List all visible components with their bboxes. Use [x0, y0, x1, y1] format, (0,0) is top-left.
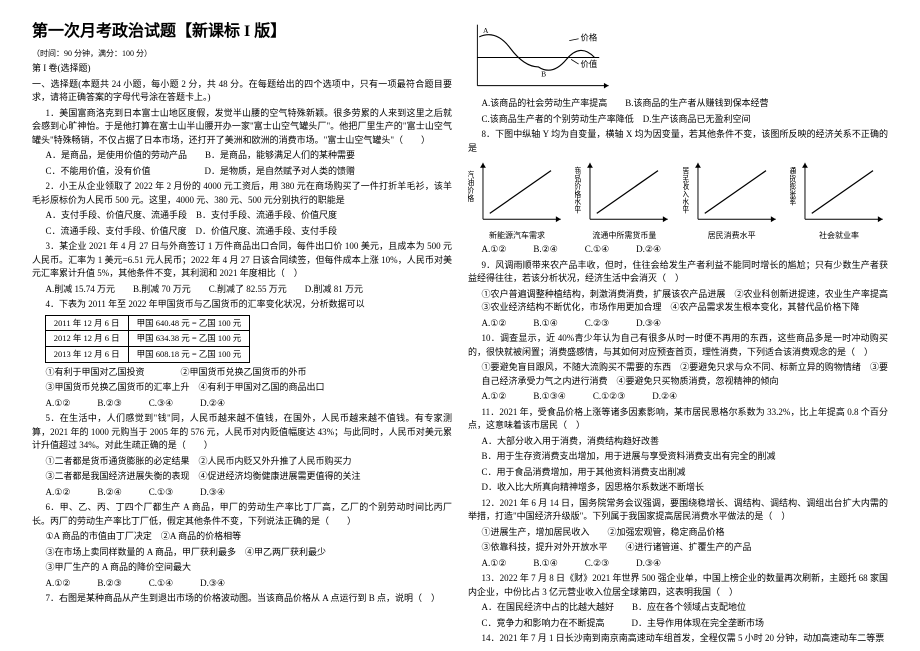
x-label: 居民消费水平 [683, 232, 781, 241]
mini-graph-2: 商品价格水平 流通中所需货币量 [575, 157, 673, 240]
time-note: （时间：90 分钟，满分：100 分） [32, 48, 452, 60]
q12-stem: 12．2021 年 6 月 14 日，国务院常务会议强调，要围绕稳增长、调结构、… [468, 497, 888, 524]
mini-graph-4: 通货膨胀率 社会就业率 [790, 157, 888, 240]
q4-opts: A.①② B.②③ C.③④ D.②④ [32, 397, 452, 411]
q10-sub: ①要避免盲目跟风，不随大流购买不需要的东西 ②要避免只求与众不同、标新立异的购物… [468, 361, 888, 388]
exchange-table: 2011 年 12 月 6 日甲国 640.48 元 = 乙国 100 元 20… [45, 315, 251, 363]
q13-stem: 13．2022 年 7 月 8 日《财》2021 年世界 500 强企业单，中国… [468, 572, 888, 599]
q1-opts-a: A．是商品，是使用价值的劳动产品 B．是商品，能够满足人们的某种需要 [32, 149, 452, 163]
q6-sub2: ③在市场上卖同样数量的 A 商品，甲厂获利最多 ④甲乙两厂获利最少 [32, 546, 452, 560]
q3-opts: A.削减 15.74 万元 B.削减 70 万元 C.削减了 82.55 万元 … [32, 283, 452, 297]
x-label: 新能源汽车需求 [468, 232, 566, 241]
q1-stem: 1．美国富商洛克到日本富士山地区度假，发觉半山腰的空气特殊新颖。很多劳累的人来到… [32, 107, 452, 148]
q11b: B．用于生存资消费支出增加，用于进展与享受资料消费支出有完全的削减 [468, 450, 888, 464]
q6-sub1: ①A 商品的市值由丁厂决定 ②A 商品的价格相等 [32, 530, 452, 544]
y-label: 汽油价格 [468, 169, 475, 202]
q9-opts: A.①② B.①④ C.②③ D.③④ [468, 317, 888, 331]
right-column: A B 价格 价值 A.该商品的社会劳动生产率提高 B.该商品的生产者从赚钱到保… [460, 20, 896, 631]
q2-opts-b: C．流通手段、支付手段、价值尺度 D．价值尺度、流通手段、支付手段 [32, 225, 452, 239]
svg-text:通货膨胀率: 通货膨胀率 [790, 166, 797, 207]
part1-label: 第 I 卷(选择题) [32, 62, 452, 76]
mini-graph-1: 汽油价格 新能源汽车需求 [468, 157, 566, 240]
exam-title: 第一次月考政治试题【新课标 I 版】 [32, 20, 452, 44]
svg-text:商品价格水平: 商品价格水平 [575, 166, 582, 215]
x-label: 社会就业率 [790, 232, 888, 241]
q1-opts-b: C．不能用价值，没有价值 D．是物质，是自然赋予对人类的馈赠 [32, 165, 452, 179]
q12-sub2: ③依靠科技，提升对外开放水平 ④进行诸管道、扩覆生产的产品 [468, 541, 888, 555]
q5-opts: A.①② B.②④ C.①③ D.③④ [32, 486, 452, 500]
q4-stem: 4．下表为 2011 年至 2022 年甲国货币与乙国货币的汇率变化状况，分析数… [32, 298, 452, 312]
q13-opts-a: A．在国民经济中占的比越大越好 B．应在各个领域占支配地位 [468, 601, 888, 615]
q5-stem: 5．在生活中，人们感觉到"钱"同，人民币越来越不值钱，在国外，人民币越来越不值钱… [32, 412, 452, 453]
left-column: 第一次月考政治试题【新课标 I 版】 （时间：90 分钟，满分：100 分） 第… [24, 20, 460, 631]
q10-stem: 10．调查显示，近 40%青少年认为自己有很多从时一时便不再用的东西，这些商品多… [468, 332, 888, 359]
q8-stem: 8．下图中纵轴 Y 均为自变量，横轴 X 均为因变量，若其他条件不变，该图所反映… [468, 128, 888, 155]
q4-sub1: ①有利于甲国对乙国投资 ②甲国货币兑换乙国货币的外币 [32, 366, 452, 380]
q11a: A．大部分收入用于消费，消费结构趋好改善 [468, 435, 888, 449]
q13-opts-b: C．竞争力和影响力在不断提高 D．主导作用体现在完全垄断市场 [468, 617, 888, 631]
mini-graph-3: 居民收入水平 居民消费水平 [683, 157, 781, 240]
q11-stem: 11．2021 年，受食品价格上涨等诸多因素影响，某市居民恩格尔系数为 33.2… [468, 406, 888, 433]
svg-text:价值: 价值 [581, 59, 598, 69]
q2-stem: 2．小王从企业领取了 2022 年 2 月份的 4000 元工资后，用 380 … [32, 180, 452, 207]
svg-text:B: B [541, 69, 546, 78]
q2-opts-a: A．支付手段、价值尺度、流通手段 B．支付手段、流通手段、价值尺度 [32, 209, 452, 223]
q14-stem: 14．2021 年 7 月 1 日长沙南到南京南高速动车组首发，全程仅需 5 小… [468, 632, 888, 646]
q5-sub1: ①二者都是货币通货膨胀的必定结果 ②人民币内贬又外升推了人民币购买力 [32, 455, 452, 469]
q6-stem: 6．甲、乙、丙、丁四个厂都生产 A 商品，甲厂的劳动生产率比丁厂高，乙厂的个别劳… [32, 501, 452, 528]
q11c: C．用于食品消费增加，用于其他资料消费支出削减 [468, 466, 888, 480]
price-value-graph-block: A B 价格 价值 [468, 20, 888, 95]
q12-opts: A.①② B.①④ C.②③ D.③④ [468, 557, 888, 571]
q6-sub3: ③甲厂生产的 A 商品的降价空间最大 [32, 561, 452, 575]
q7-opts-a: A.该商品的社会劳动生产率提高 B.该商品的生产者从赚钱到保本经营 [468, 97, 888, 111]
q11d: D．收入比大所真向精神增多，因思格尔系数迷不断增长 [468, 481, 888, 495]
table-row: 2013 年 12 月 6 日甲国 608.18 元 = 乙国 100 元 [45, 347, 250, 363]
mini-graph-row: 汽油价格 新能源汽车需求 商品价格水平 流通中所需货币量 居民收入水平 居民消费… [468, 157, 888, 240]
q4-sub2: ③甲国货币兑换乙国货币的汇率上升 ④有利于甲国对乙国的商品出口 [32, 381, 452, 395]
q6-opts: A.①② B.②③ C.①④ D.③④ [32, 577, 452, 591]
q8-opts: A.①② B.②④ C.①④ D.②④ [468, 243, 888, 257]
svg-text:居民收入水平: 居民收入水平 [683, 167, 690, 215]
svg-text:价格: 价格 [581, 33, 598, 43]
x-label: 流通中所需货币量 [575, 232, 673, 241]
price-value-chart: A B 价格 价值 [468, 20, 618, 95]
q9-sub: ①农户普遍调整种植结构，刺激消费消费，扩展该农产品进展 ②农业科创新进提速，农业… [468, 288, 888, 315]
q7-stem: 7．右图是某种商品从产生到退出市场的价格波动图。当该商品价格从 A 点运行到 B… [32, 592, 452, 606]
q12-sub1: ①进展生产，增加居民收入 ②加强宏观管，稳定商品价格 [468, 526, 888, 540]
q7-opts-b: C.该商品生产者的个别劳动生产率降低 D.生产该商品已无盈利空间 [468, 113, 888, 127]
table-row: 2012 年 12 月 6 日甲国 634.38 元 = 乙国 100 元 [45, 331, 250, 347]
q10-opts: A.①② B.①③④ C.①②③ D.②④ [468, 390, 888, 404]
svg-text:A: A [483, 26, 489, 35]
q9-stem: 9．风调雨顺带来农产品丰收，但时，住往会给发生产者利益不能同时增长的尴尬；只有少… [468, 259, 888, 286]
instructions: 一、选择题(本题共 24 小题，每小题 2 分，共 48 分。在每题给出的四个选… [32, 78, 452, 105]
q3-stem: 3．某企业 2021 年 4 月 27 日与外商签订 1 万件商品出口合同，每件… [32, 240, 452, 281]
table-row: 2011 年 12 月 6 日甲国 640.48 元 = 乙国 100 元 [45, 315, 250, 331]
q5-sub2: ③二者都是我国经济进展失衡的表现 ④促进经济均衡健康进展需更值得的关注 [32, 470, 452, 484]
